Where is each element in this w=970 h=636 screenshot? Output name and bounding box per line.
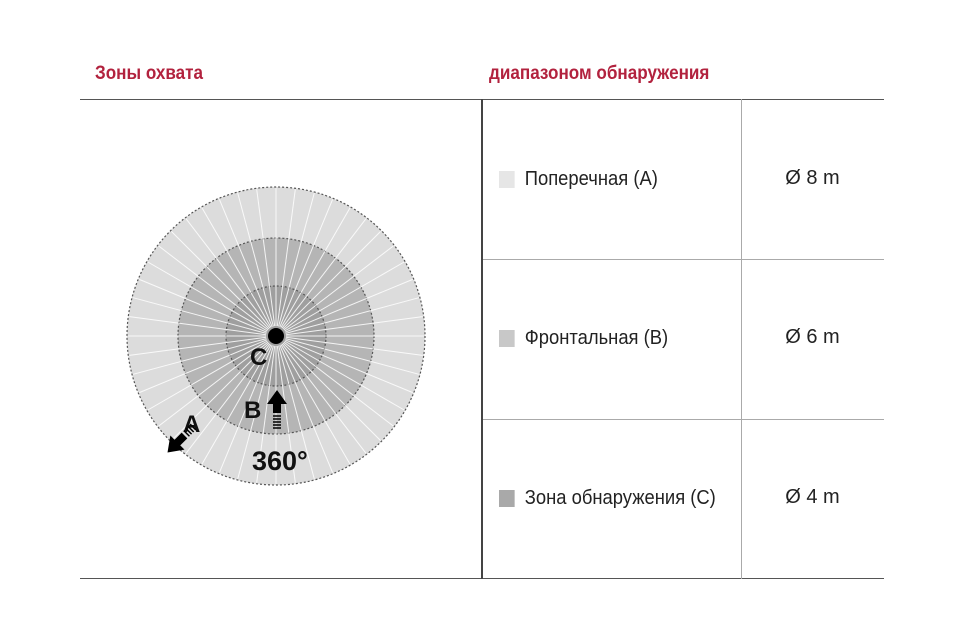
legend-row-c: Зона обнаружения (C): [499, 487, 716, 510]
spoke: [283, 341, 394, 427]
spoke: [285, 316, 423, 336]
spoke: [139, 339, 267, 394]
angle-label: 360°: [252, 446, 308, 476]
column-divider-2: [741, 99, 742, 579]
spoke: [281, 343, 367, 454]
range-value-c: Ø 4 m: [785, 486, 840, 508]
spoke: [170, 342, 270, 442]
spoke: [278, 192, 315, 327]
spoke: [284, 261, 405, 332]
spoke: [285, 338, 420, 375]
spoke: [282, 230, 382, 330]
row-label: Зона обнаружения (C): [524, 487, 716, 509]
row-divider: [483, 259, 884, 260]
spoke: [282, 342, 382, 442]
spoke: [237, 192, 274, 327]
spoke: [201, 344, 272, 465]
spoke: [279, 199, 334, 327]
spoke: [284, 340, 405, 411]
spoke: [237, 345, 274, 480]
spoke: [132, 297, 267, 334]
spoke: [285, 297, 420, 334]
spoke: [278, 345, 315, 480]
column-divider: [481, 99, 483, 579]
swatch-c: [499, 490, 515, 507]
row-label: Поперечная (A): [524, 168, 658, 190]
zone-label-b: B: [244, 397, 261, 424]
spoke: [139, 278, 267, 333]
spoke: [279, 345, 334, 473]
spoke: [285, 336, 423, 356]
spoke: [132, 338, 267, 375]
spoke: [256, 189, 276, 327]
spoke: [185, 343, 271, 454]
spoke: [201, 207, 272, 328]
spoke: [283, 245, 394, 331]
spoke: [280, 207, 351, 328]
spoke: [129, 316, 267, 336]
spoke: [185, 218, 271, 329]
spoke: [129, 336, 267, 356]
spoke: [158, 341, 269, 427]
spoke: [285, 339, 413, 394]
swatch-b: [499, 330, 515, 347]
zone-label-c: C: [250, 344, 267, 371]
spoke: [285, 278, 413, 333]
row-divider: [483, 419, 884, 420]
spoke: [158, 245, 269, 331]
spoke: [147, 340, 268, 411]
left-title: Зоны охвата: [95, 63, 204, 84]
spoke: [218, 345, 273, 473]
spoke: [218, 199, 273, 327]
legend-row-a: Поперечная (A): [499, 168, 658, 191]
zone-label-a: A: [183, 411, 200, 438]
range-value-a: Ø 8 m: [785, 167, 840, 189]
spoke: [276, 345, 296, 483]
sensor-dot: [268, 328, 284, 344]
spoke: [147, 261, 268, 332]
range-value-b: Ø 6 m: [785, 326, 840, 348]
legend-row-b: Фронтальная (B): [499, 327, 668, 350]
spoke: [281, 218, 367, 329]
arrow-up-icon: [267, 390, 287, 429]
right-title: диапазоном обнаружения: [489, 63, 710, 84]
spoke: [276, 189, 296, 327]
spoke: [170, 230, 270, 330]
spoke: [280, 344, 351, 465]
row-label: Фронтальная (B): [524, 327, 669, 349]
swatch-a: [499, 171, 515, 188]
spoke: [256, 345, 276, 483]
